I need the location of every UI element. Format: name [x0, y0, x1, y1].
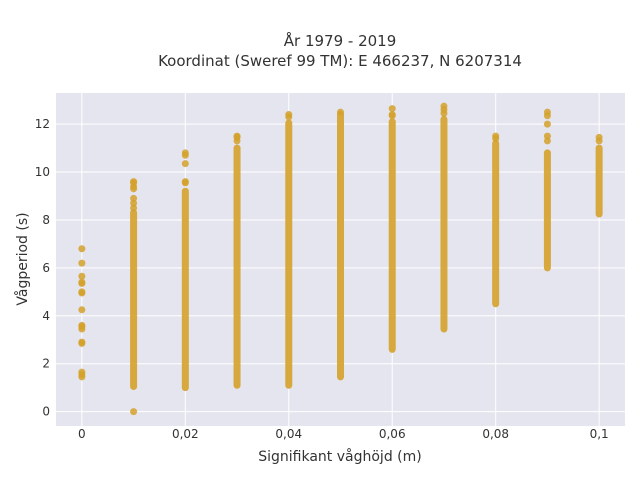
data-point-6-1 [388, 111, 396, 119]
point-band-9-0 [543, 149, 551, 272]
data-point-9-1 [543, 132, 551, 140]
data-point-8-1 [492, 132, 500, 140]
y-axis-ticks: 0 2 4 6 8 10 12 [35, 117, 50, 418]
chart-title-line2: Koordinat (Sweref 99 TM): E 466237, N 62… [158, 52, 522, 70]
data-point-7-2 [440, 102, 448, 110]
point-band-6-0 [388, 118, 396, 353]
data-point-0-7 [78, 321, 86, 329]
y-tick-label-1: 2 [42, 357, 50, 371]
y-tick-label-3: 6 [42, 261, 50, 275]
data-point-0-14 [78, 259, 86, 267]
x-tick-label-1: 0,02 [172, 427, 199, 441]
data-point-5-0 [337, 108, 344, 116]
point-band-8-0 [492, 139, 500, 308]
y-tick-label-6: 12 [35, 117, 50, 131]
data-point-0-2 [78, 368, 86, 376]
data-point-2-4 [181, 149, 189, 157]
data-point-2-2 [181, 160, 189, 168]
data-point-1-2 [130, 199, 138, 207]
data-point-3-2 [233, 132, 241, 140]
y-tick-label-2: 4 [42, 309, 50, 323]
data-point-2-1 [181, 178, 189, 186]
data-point-1-3 [130, 194, 138, 202]
y-tick-label-4: 8 [42, 213, 50, 227]
data-point-0-8 [78, 306, 86, 314]
data-point-9-0 [543, 137, 551, 145]
data-point-10-1 [595, 133, 603, 141]
data-point-1-7 [130, 178, 138, 186]
x-tick-label-3: 0,06 [379, 427, 406, 441]
data-point-0-4 [78, 338, 86, 346]
data-point-4-1 [285, 111, 293, 119]
y-tick-label-5: 10 [35, 165, 50, 179]
point-band-1-0 [130, 209, 138, 390]
y-tick-label-0: 0 [42, 405, 50, 419]
x-axis-title: Signifikant våghöjd (m) [258, 448, 421, 465]
x-tick-label-5: 0,1 [590, 427, 609, 441]
data-point-1-0 [130, 408, 138, 416]
point-band-4-0 [285, 119, 293, 389]
chart-title-line1: År 1979 - 2019 [284, 31, 397, 50]
point-band-3-0 [233, 144, 241, 389]
data-point-9-2 [543, 120, 551, 128]
x-tick-label-4: 0,08 [482, 427, 509, 441]
data-point-0-13 [78, 272, 86, 280]
x-tick-label-0: 0 [78, 427, 86, 441]
data-point-0-15 [78, 245, 86, 253]
point-band-5-0 [337, 111, 344, 381]
point-band-10-0 [595, 144, 603, 218]
x-tick-label-2: 0,04 [275, 427, 302, 441]
data-point-0-10 [78, 288, 86, 296]
data-point-1-1 [130, 204, 138, 212]
data-points [78, 102, 603, 416]
y-axis-title: Vågperiod (s) [14, 212, 31, 305]
point-band-7-0 [440, 115, 448, 333]
point-band-2-0 [181, 187, 189, 392]
data-point-0-12 [78, 278, 86, 286]
data-point-9-4 [543, 108, 551, 116]
x-axis-ticks: 0 0,02 0,04 0,06 0,08 0,1 [78, 427, 609, 441]
data-point-6-2 [388, 105, 396, 113]
